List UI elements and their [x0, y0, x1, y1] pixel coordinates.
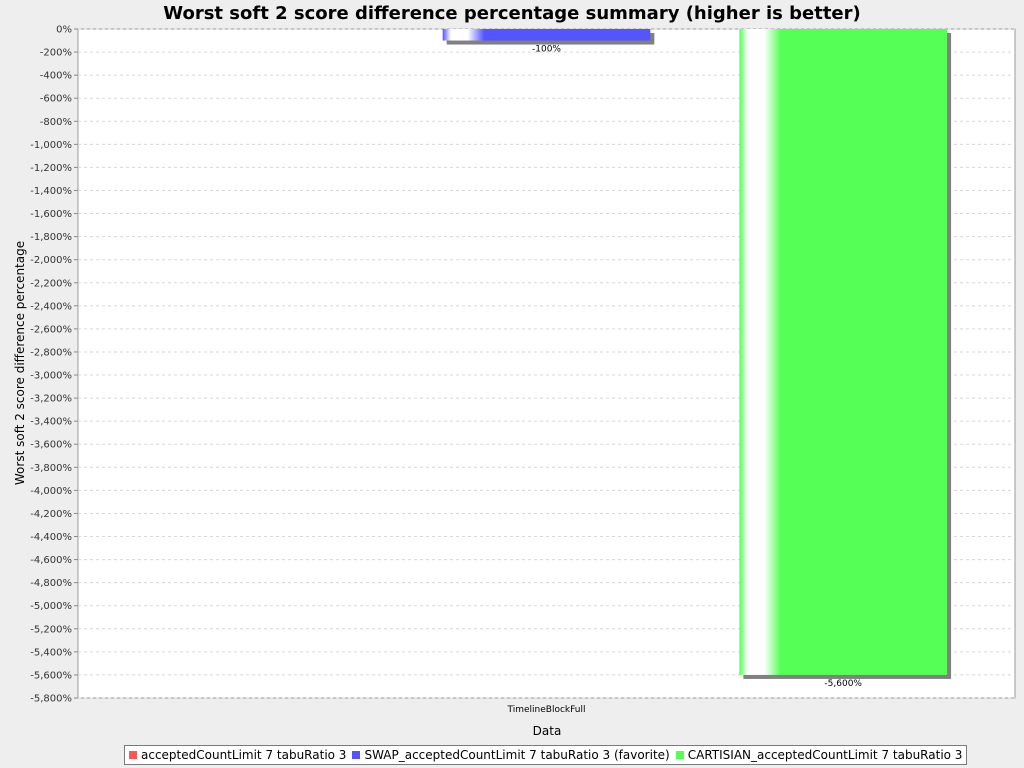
y-tick-label: -4,600%	[30, 555, 72, 566]
y-tick-label: -1,000%	[30, 140, 72, 151]
y-tick-label: -2,800%	[30, 347, 72, 358]
bar-swap-acceptedcountlimit-7-taburatio-3-favorite	[442, 29, 651, 41]
y-tick-label: -4,200%	[30, 509, 72, 520]
y-tick-label: -1,600%	[30, 209, 72, 220]
y-tick-label: -600%	[40, 94, 72, 105]
y-tick-label: -1,400%	[30, 186, 72, 197]
legend-label: SWAP_acceptedCountLimit 7 tabuRatio 3 (f…	[364, 748, 670, 762]
y-tick-label: -5,800%	[30, 694, 72, 705]
bar-value-label: -5,600%	[824, 679, 862, 689]
y-tick-label: -5,000%	[30, 601, 72, 612]
bar-labels: -100% -5,600%	[532, 45, 862, 689]
legend-swatch	[129, 751, 137, 759]
legend-label: acceptedCountLimit 7 tabuRatio 3	[141, 748, 347, 762]
legend-item: SWAP_acceptedCountLimit 7 tabuRatio 3 (f…	[352, 748, 670, 762]
y-tick-label: -2,000%	[30, 255, 72, 266]
y-tick-label: -3,000%	[30, 371, 72, 382]
bar-value-label: -100%	[532, 45, 561, 55]
legend-swatch	[352, 751, 361, 759]
chart-title: Worst soft 2 score difference percentage…	[163, 3, 860, 24]
legend-label: CARTISIAN_acceptedCountLimit 7 tabuRatio…	[687, 748, 963, 762]
y-tick-label: -4,000%	[30, 486, 72, 497]
y-tick-label: -1,200%	[30, 163, 72, 174]
y-tick-label: -5,400%	[30, 647, 72, 658]
y-tick-label: -800%	[40, 117, 72, 128]
y-tick-label: -3,800%	[30, 463, 72, 474]
y-tick-label: -2,200%	[30, 278, 72, 289]
bar-cartisian-acceptedcountlimit-7-taburatio-3	[739, 29, 948, 675]
y-axis-ticks: 0% -200% -400% -600% -800% -1,000% -1,200% -1,4…	[30, 25, 78, 705]
legend-swatch	[675, 751, 684, 759]
y-axis-label: Worst soft 2 score difference percentage	[13, 241, 27, 485]
y-tick-label: -200%	[40, 48, 72, 59]
y-tick-label: -3,200%	[30, 394, 72, 405]
category-labels: TimelineBlockFull	[507, 705, 586, 715]
bars	[442, 29, 952, 679]
legend-item: CARTISIAN_acceptedCountLimit 7 tabuRatio…	[675, 748, 963, 762]
y-tick-label: -1,800%	[30, 232, 72, 243]
y-tick-label: -4,800%	[30, 578, 72, 589]
legend: acceptedCountLimit 7 tabuRatio 3 SWAP_acc…	[124, 745, 968, 765]
y-tick-label: 0%	[56, 25, 72, 36]
y-tick-label: -5,200%	[30, 624, 72, 635]
legend-item: acceptedCountLimit 7 tabuRatio 3	[129, 748, 346, 762]
y-tick-label: -2,400%	[30, 301, 72, 312]
y-tick-label: -4,400%	[30, 532, 72, 543]
y-tick-label: -5,600%	[30, 670, 72, 681]
x-axis-label: Data	[533, 724, 562, 738]
y-tick-label: -400%	[40, 71, 72, 82]
y-tick-label: -3,600%	[30, 440, 72, 451]
category-label: TimelineBlockFull	[507, 705, 586, 715]
y-tick-label: -2,600%	[30, 324, 72, 335]
y-tick-label: -3,400%	[30, 417, 72, 428]
